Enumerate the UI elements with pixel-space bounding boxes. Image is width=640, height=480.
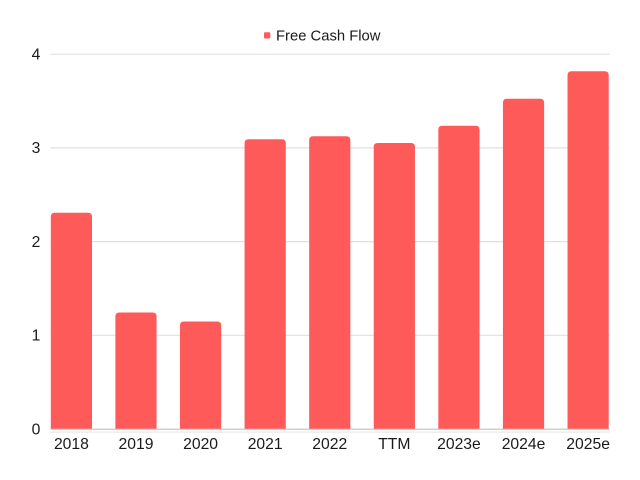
- svg-text:TTM: TTM: [378, 436, 410, 453]
- svg-text:3: 3: [32, 140, 41, 157]
- svg-text:1: 1: [32, 328, 41, 345]
- svg-text:2024e: 2024e: [502, 436, 546, 453]
- svg-text:0: 0: [32, 422, 41, 439]
- svg-text:2022: 2022: [312, 436, 347, 453]
- svg-text:2025e: 2025e: [566, 436, 610, 453]
- svg-text:2019: 2019: [119, 436, 154, 453]
- svg-text:2018: 2018: [54, 436, 89, 453]
- svg-text:2: 2: [32, 234, 41, 251]
- svg-text:2021: 2021: [248, 436, 283, 453]
- svg-text:2020: 2020: [183, 436, 218, 453]
- svg-text:2023e: 2023e: [437, 436, 481, 453]
- svg-text:Free Cash Flow: Free Cash Flow: [276, 28, 381, 44]
- svg-text:4: 4: [32, 47, 41, 64]
